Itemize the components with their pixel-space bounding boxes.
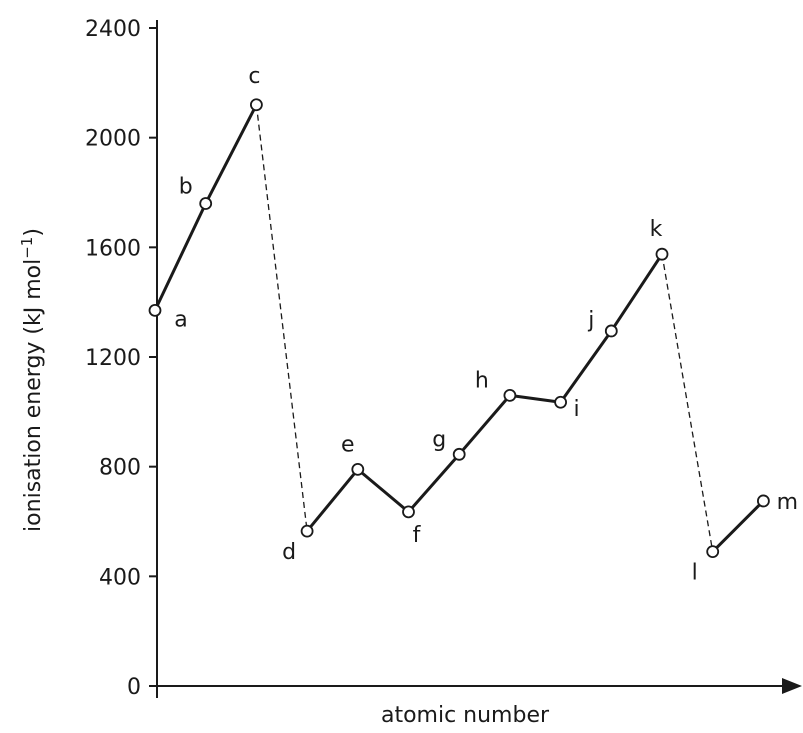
series-segment-j-k bbox=[610, 253, 664, 332]
data-point-m bbox=[757, 494, 770, 508]
series-segment-l-m bbox=[711, 499, 765, 553]
point-label-e: e bbox=[341, 432, 355, 457]
data-point-c bbox=[249, 98, 263, 112]
axes: 0 400 800 1200 1600 2000 2400 bbox=[85, 17, 802, 700]
y-tick-label: 0 bbox=[127, 675, 141, 700]
series-segment-c-d bbox=[255, 104, 308, 532]
point-label-g: g bbox=[432, 427, 446, 452]
data-point-b bbox=[199, 197, 213, 210]
series-segment-b-c bbox=[204, 104, 258, 205]
series-segment-k-l bbox=[661, 254, 714, 552]
y-axis-title-main: ionisation energy (kJ mol bbox=[21, 259, 46, 532]
point-label-c: c bbox=[248, 64, 260, 89]
point-label-i: i bbox=[574, 397, 580, 422]
data-point-e bbox=[351, 463, 365, 476]
data-point-g bbox=[452, 447, 466, 461]
x-axis-title: atomic number bbox=[381, 703, 550, 728]
y-axis-title: ionisation energy (kJ mol−1) bbox=[18, 228, 46, 532]
y-tick-label: 1200 bbox=[85, 346, 141, 371]
y-tick-label: 2000 bbox=[85, 127, 141, 152]
data-points bbox=[148, 98, 770, 559]
point-label-k: k bbox=[650, 217, 663, 242]
point-label-d: d bbox=[282, 540, 296, 565]
y-axis-title-close: ) bbox=[21, 228, 46, 237]
series-segment-f-g bbox=[407, 453, 461, 513]
series-segments bbox=[153, 104, 765, 553]
data-point-l bbox=[706, 545, 720, 559]
series-segment-g-h bbox=[458, 394, 512, 456]
series-segment-e-f bbox=[356, 468, 410, 514]
point-label-j: j bbox=[587, 308, 594, 333]
x-axis-arrowhead bbox=[782, 678, 802, 694]
point-labels: a b c d e f g h i j k l m bbox=[174, 64, 798, 586]
series-segment-a-b bbox=[153, 202, 208, 312]
point-label-l: l bbox=[692, 561, 698, 586]
series-segment-h-i bbox=[509, 393, 561, 404]
y-tick-label: 400 bbox=[99, 565, 141, 590]
point-label-b: b bbox=[179, 174, 193, 199]
data-point-k bbox=[655, 247, 669, 261]
y-axis-title-superscript: −1 bbox=[18, 237, 36, 259]
data-point-a bbox=[148, 303, 162, 317]
data-point-d bbox=[300, 524, 314, 538]
point-label-m: m bbox=[777, 490, 798, 515]
data-point-j bbox=[604, 324, 618, 338]
y-tick-label: 2400 bbox=[85, 17, 141, 42]
y-tick-label: 800 bbox=[99, 456, 141, 481]
data-point-i bbox=[554, 395, 567, 409]
point-label-f: f bbox=[413, 523, 422, 548]
point-label-h: h bbox=[475, 368, 489, 393]
y-tick-label: 1600 bbox=[85, 236, 141, 261]
point-label-a: a bbox=[174, 307, 187, 332]
series-segment-d-e bbox=[305, 468, 359, 533]
data-point-f bbox=[402, 505, 415, 519]
series-segment-i-j bbox=[559, 330, 613, 404]
data-point-h bbox=[503, 388, 517, 402]
